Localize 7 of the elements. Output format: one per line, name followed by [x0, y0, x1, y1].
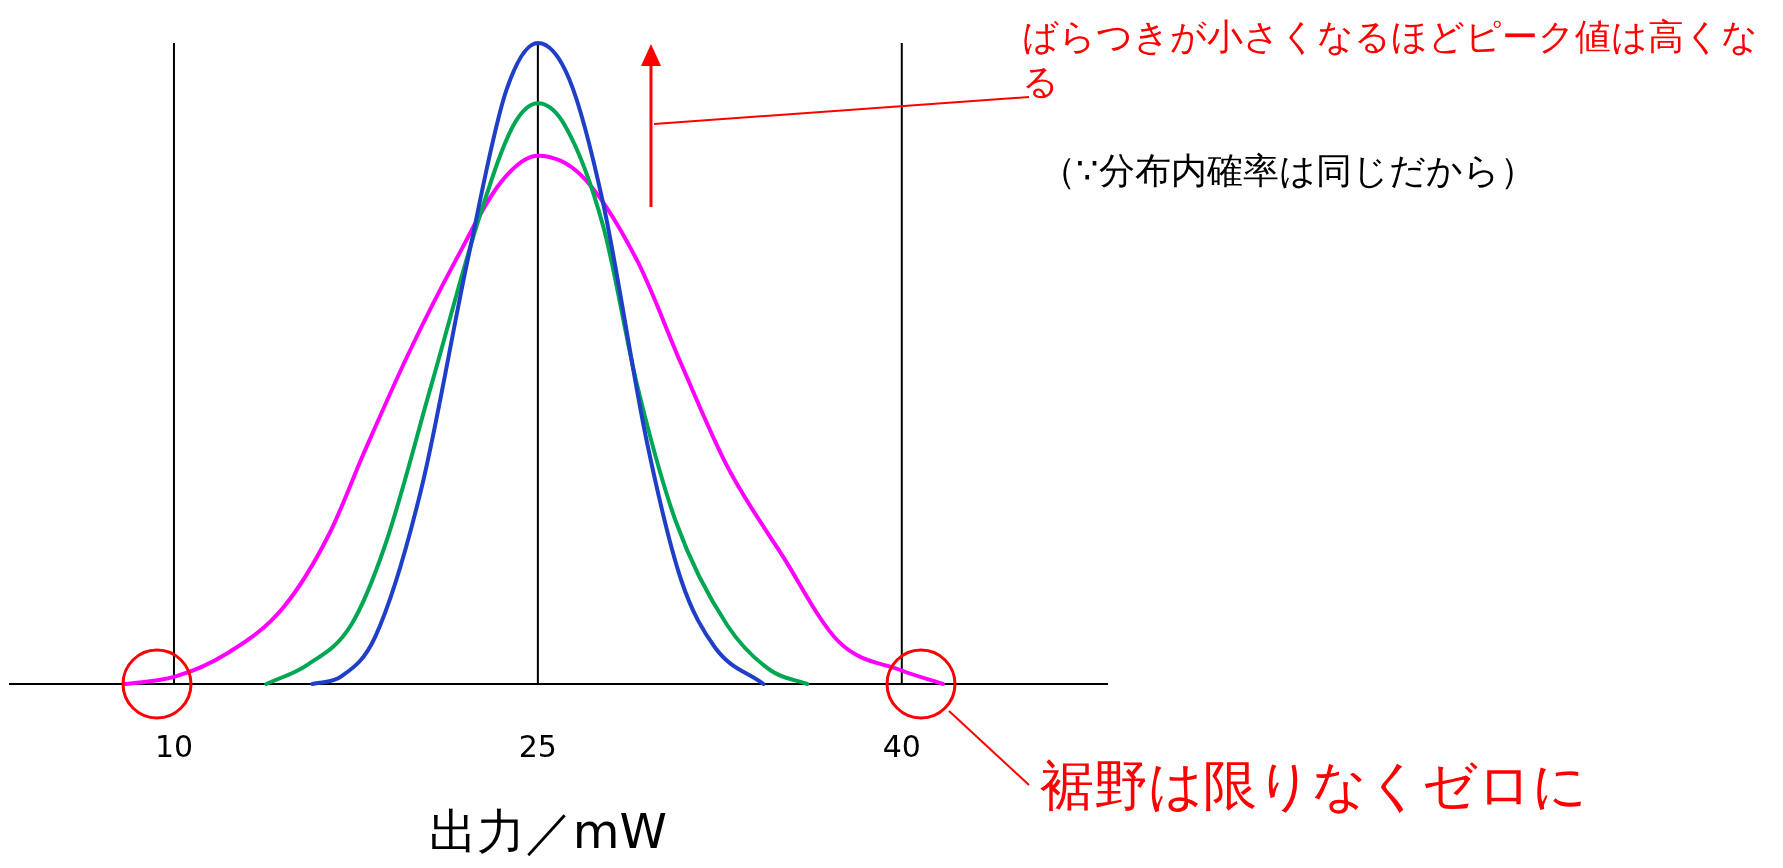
annotation: ばらつきが小さくなるほどピーク値は高くなる	[1022, 15, 1759, 104]
text: 裾野は限りなくゼロに	[1040, 753, 1588, 819]
x-tick-label: 10	[154, 729, 194, 764]
x-axis-title: 出力／mW	[428, 803, 667, 859]
annotation: （∵分布内確率は同じだから）	[1040, 149, 1537, 193]
x-tick-label: 40	[882, 729, 921, 764]
x-tick-label: 25	[518, 729, 557, 764]
